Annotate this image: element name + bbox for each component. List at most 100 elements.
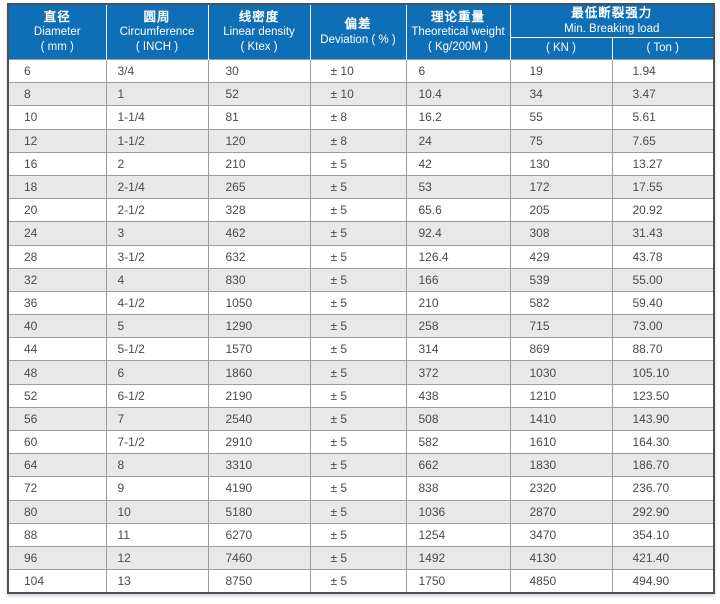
table-cell: ± 5 xyxy=(309,221,407,246)
header-theoretical-weight-en: Theoretical weight xyxy=(411,26,505,39)
table-cell: ± 5 xyxy=(309,429,407,455)
table-cell: 3.47 xyxy=(611,82,715,107)
table-row: 104 13 8750 ± 5 1750 4850 494.90 xyxy=(7,569,715,594)
table-cell: 53 xyxy=(405,174,511,200)
table-cell: 1-1/4 xyxy=(105,105,209,130)
table-cell: 372 xyxy=(405,360,511,385)
table-cell: 24 xyxy=(7,221,107,246)
table-cell: 31.43 xyxy=(611,221,715,246)
table-cell: 429 xyxy=(509,244,613,269)
table-cell: 1050 xyxy=(207,290,311,316)
table-cell: ± 5 xyxy=(309,151,407,176)
header-linear-density-unit: ( Ktex ) xyxy=(240,40,278,53)
table-row: 72 9 4190 ± 5 838 2320 236.70 xyxy=(7,476,715,501)
table-cell: 42 xyxy=(405,151,511,176)
table-cell: 582 xyxy=(405,429,511,455)
table-cell: ± 5 xyxy=(309,499,407,524)
table-row: 60 7-1/2 2910 ± 5 582 1610 164.30 xyxy=(7,429,715,455)
table-cell: 462 xyxy=(207,221,311,246)
table-cell: 43.78 xyxy=(611,244,715,269)
header-diameter-unit: ( mm ) xyxy=(40,40,74,53)
table-cell: 81 xyxy=(207,105,311,130)
header-diameter: 直径 Diameter ( mm ) xyxy=(7,3,107,60)
table-cell: 1030 xyxy=(509,360,613,385)
table-cell: 1290 xyxy=(207,314,311,339)
table-cell: 8 xyxy=(105,453,209,478)
table-cell: 1860 xyxy=(207,360,311,385)
table-cell: 421.40 xyxy=(611,545,715,571)
table-cell: 3/4 xyxy=(105,58,209,84)
table-cell: ± 8 xyxy=(309,128,407,153)
table-cell: 80 xyxy=(7,499,107,524)
table-cell: 126.4 xyxy=(405,244,511,269)
table-cell: 105.10 xyxy=(611,360,715,385)
table-cell: 10 xyxy=(7,105,107,130)
table-cell: ± 5 xyxy=(309,545,407,571)
header-circumference-cn: 圆周 xyxy=(143,9,171,24)
table-cell: 88 xyxy=(7,522,107,547)
header-theoretical-weight-cn: 理论重量 xyxy=(430,9,485,24)
table-cell: 60 xyxy=(7,429,107,455)
table-cell: 2190 xyxy=(207,383,311,408)
header-deviation-en: Deviation ( % ) xyxy=(320,33,396,46)
header-circumference-unit: ( INCH ) xyxy=(135,40,179,53)
table-cell: 4190 xyxy=(207,476,311,501)
table-cell: 1254 xyxy=(405,522,511,547)
table-cell: 2540 xyxy=(207,406,311,432)
table-cell: ± 5 xyxy=(309,476,407,501)
table-cell: ± 5 xyxy=(309,453,407,478)
table-cell: 3310 xyxy=(207,453,311,478)
table-cell: 164.30 xyxy=(611,429,715,455)
table-cell: 186.70 xyxy=(611,453,715,478)
table-cell: 328 xyxy=(207,198,311,223)
table-cell: ± 5 xyxy=(309,314,407,339)
table-cell: 7-1/2 xyxy=(105,429,209,455)
table-cell: 2 xyxy=(105,151,209,176)
table-cell: 838 xyxy=(405,476,511,501)
table-cell: 104 xyxy=(7,569,107,594)
header-breaking-load-ton: ( Ton ) xyxy=(611,37,715,60)
table-cell: 1830 xyxy=(509,453,613,478)
table-cell: ± 5 xyxy=(309,383,407,408)
table-cell: 16 xyxy=(7,151,107,176)
table-cell: 210 xyxy=(207,151,311,176)
table-row: 16 2 210 ± 5 42 130 13.27 xyxy=(7,151,715,176)
table-cell: 236.70 xyxy=(611,476,715,501)
table-cell: ± 5 xyxy=(309,360,407,385)
table-cell: 59.40 xyxy=(611,290,715,316)
table-row: 52 6-1/2 2190 ± 5 438 1210 123.50 xyxy=(7,383,715,408)
header-diameter-en: Diameter xyxy=(33,26,81,39)
table-cell: 292.90 xyxy=(611,499,715,524)
table-body: 6 3/4 30 ± 10 6 19 1.94 8 1 52 ± 10 10.4 34 3.47 10 1-1… xyxy=(7,58,715,594)
table-cell: 210 xyxy=(405,290,511,316)
table-cell: 4130 xyxy=(509,545,613,571)
table-cell: 1492 xyxy=(405,545,511,571)
table-cell: 7 xyxy=(105,406,209,432)
table-cell: 1210 xyxy=(509,383,613,408)
table-row: 10 1-1/4 81 ± 8 16.2 55 5.61 xyxy=(7,105,715,130)
table-cell: 9 xyxy=(105,476,209,501)
table-cell: 1 xyxy=(105,82,209,107)
table-cell: 65.6 xyxy=(405,198,511,223)
table-cell: 13 xyxy=(105,569,209,594)
table-cell: 44 xyxy=(7,337,107,362)
table-cell: 123.50 xyxy=(611,383,715,408)
table-cell: ± 5 xyxy=(309,406,407,432)
table-cell: 2910 xyxy=(207,429,311,455)
table-row: 24 3 462 ± 5 92.4 308 31.43 xyxy=(7,221,715,246)
table-cell: ± 8 xyxy=(309,105,407,130)
table-cell: 258 xyxy=(405,314,511,339)
table-cell: 354.10 xyxy=(611,522,715,547)
table-cell: 4 xyxy=(105,267,209,292)
table-cell: 2320 xyxy=(509,476,613,501)
table-cell: 662 xyxy=(405,453,511,478)
header-linear-density-en: Linear density xyxy=(223,26,295,39)
table-cell: 24 xyxy=(405,128,511,153)
table-cell: 6270 xyxy=(207,522,311,547)
table-row: 32 4 830 ± 5 166 539 55.00 xyxy=(7,267,715,292)
table-cell: ± 5 xyxy=(309,198,407,223)
table-cell: 632 xyxy=(207,244,311,269)
table-cell: 6 xyxy=(105,360,209,385)
table-cell: 8750 xyxy=(207,569,311,594)
table-cell: 314 xyxy=(405,337,511,362)
